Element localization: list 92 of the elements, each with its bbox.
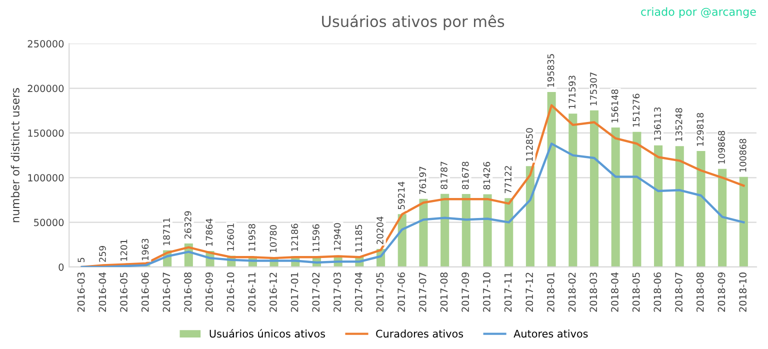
x-tick-label: 2017-03 xyxy=(334,272,341,312)
bar xyxy=(568,114,578,267)
y-tick-label: 0 xyxy=(58,263,64,271)
y-tick-label: 100000 xyxy=(28,174,64,182)
x-tick-label: 2017-02 xyxy=(312,272,320,312)
data-label: 81678 xyxy=(462,162,469,190)
x-tick-label: 2017-08 xyxy=(440,272,448,312)
bar xyxy=(547,92,556,267)
data-label: 171593 xyxy=(568,76,576,109)
data-label: 175307 xyxy=(590,72,597,106)
data-label: 11185 xyxy=(355,224,362,252)
y-axis-title: number of distinct users xyxy=(10,88,20,222)
bar xyxy=(483,194,492,267)
data-label: 20204 xyxy=(376,216,384,244)
x-tick-label: 2018-04 xyxy=(611,272,618,312)
x-tick-label: 2017-04 xyxy=(354,272,362,312)
y-tick-label: 200000 xyxy=(28,84,64,92)
y-tick-label: 50000 xyxy=(34,218,64,226)
data-label: 1963 xyxy=(142,238,149,260)
x-tick-label: 2018-06 xyxy=(654,272,662,312)
x-tick-label: 2017-09 xyxy=(462,272,469,312)
x-tick-label: 2018-10 xyxy=(739,272,746,312)
bar xyxy=(440,194,450,267)
x-tick-label: 2018-07 xyxy=(675,272,682,312)
x-tick-label: 2016-08 xyxy=(184,272,192,312)
x-tick-label: 2018-05 xyxy=(632,272,640,312)
data-label: 1201 xyxy=(120,240,128,261)
data-label: 195835 xyxy=(547,54,554,87)
x-tick-label: 2016-09 xyxy=(205,272,213,312)
x-tick-label: 2018-09 xyxy=(718,272,726,312)
bar xyxy=(739,176,748,267)
data-label: 18711 xyxy=(163,218,170,246)
data-label: 151276 xyxy=(632,94,640,127)
data-label: 81426 xyxy=(483,162,490,190)
bar xyxy=(590,110,599,267)
x-tick-label: 2016-07 xyxy=(162,272,170,312)
x-tick-label: 2016-10 xyxy=(226,272,234,312)
data-label: 11596 xyxy=(312,224,320,252)
bar xyxy=(611,127,620,267)
data-label: 12940 xyxy=(334,223,341,250)
x-tick-label: 2017-01 xyxy=(290,272,298,312)
data-label: 12186 xyxy=(291,224,298,251)
x-tick-label: 2016-05 xyxy=(120,272,128,312)
y-tick-label: 250000 xyxy=(28,40,64,48)
x-tick-label: 2017-07 xyxy=(418,272,426,312)
data-label: 26329 xyxy=(184,211,192,239)
x-tick-label: 2018-02 xyxy=(568,272,576,312)
data-label: 5 xyxy=(78,258,85,262)
data-label: 100868 xyxy=(739,138,746,172)
legend-label: Autores ativos xyxy=(514,330,588,338)
bar xyxy=(696,151,706,267)
y-tick-label: 150000 xyxy=(28,129,64,137)
data-label: 156148 xyxy=(611,89,618,122)
data-label: 259 xyxy=(99,246,106,262)
data-label: 10780 xyxy=(270,225,277,252)
data-label: 129818 xyxy=(696,112,704,146)
bar xyxy=(526,166,534,267)
text: criado por @arcange xyxy=(641,7,756,18)
data-label: 109868 xyxy=(718,130,725,164)
data-label: 77122 xyxy=(504,166,512,194)
x-tick-label: 2016-06 xyxy=(141,272,149,312)
data-label: 11958 xyxy=(248,224,256,252)
x-tick-label: 2016-12 xyxy=(270,272,277,312)
x-tick-label: 2017-11 xyxy=(504,272,512,312)
x-tick-label: 2016-04 xyxy=(98,272,106,312)
x-tick-label: 2018-03 xyxy=(590,272,598,312)
bar xyxy=(462,194,470,267)
bar xyxy=(718,168,727,267)
x-tick-label: 2016-03 xyxy=(77,272,85,312)
chart-title: Usuários ativos por mês xyxy=(322,14,504,30)
x-tick-label: 2017-10 xyxy=(482,272,490,312)
x-tick-label: 2016-11 xyxy=(248,272,256,312)
x-tick-label: 2017-12 xyxy=(526,272,534,312)
data-label: 12601 xyxy=(227,224,234,251)
bar xyxy=(675,146,684,267)
data-label: 135248 xyxy=(675,108,682,141)
x-tick-label: 2017-06 xyxy=(398,272,405,312)
bar xyxy=(419,198,428,267)
data-label: 112850 xyxy=(526,128,533,161)
bar xyxy=(504,198,514,267)
x-tick-label: 2018-08 xyxy=(696,272,704,312)
data-label: 136113 xyxy=(654,107,661,140)
x-tick-label: 2017-05 xyxy=(376,272,384,312)
x-tick-label: 2018-01 xyxy=(547,272,554,312)
data-label: 81787 xyxy=(440,162,448,190)
legend-label: Usuários únicos ativos xyxy=(210,329,325,338)
legend-label: Curadores ativos xyxy=(376,330,464,338)
data-label: 76197 xyxy=(419,166,426,194)
bar xyxy=(654,145,663,267)
data-label: 59214 xyxy=(398,182,405,210)
data-label: 17864 xyxy=(206,218,213,246)
bar xyxy=(632,132,642,267)
